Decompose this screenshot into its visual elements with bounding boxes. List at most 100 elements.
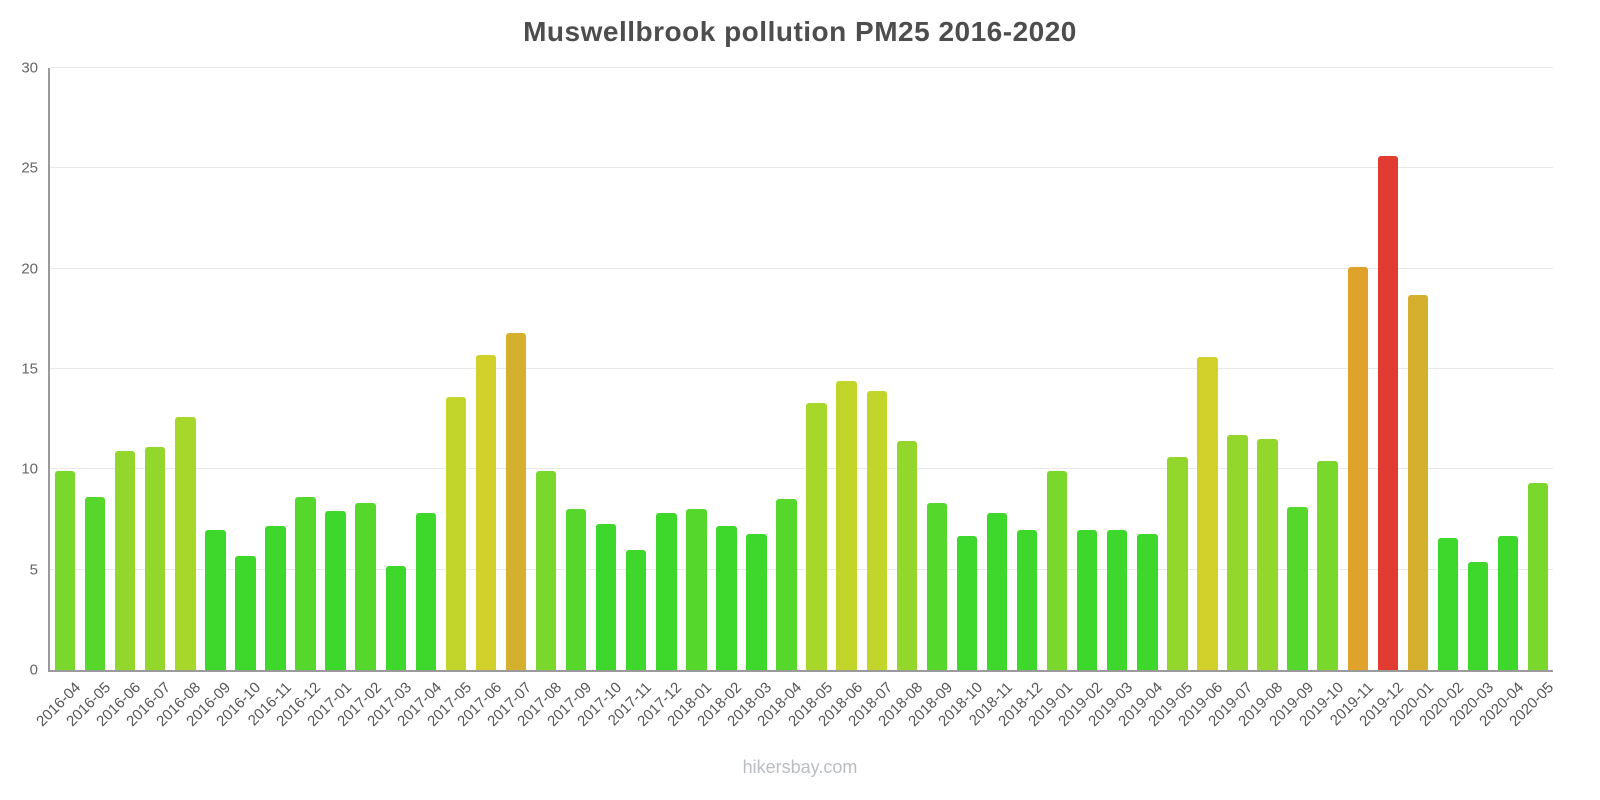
bar-column: 2017-06: [454, 68, 505, 730]
bar-2017-07: [505, 332, 527, 670]
bar-2018-09: [926, 503, 948, 670]
chart-title: Muswellbrook pollution PM25 2016-2020: [523, 16, 1077, 47]
bar-2016-08: [175, 417, 196, 670]
bar-2019-07: [1227, 435, 1248, 670]
bar-2019-02: [1076, 529, 1098, 670]
bar-column: 2020-03: [1446, 68, 1497, 730]
bar-column: 2019-01: [1025, 68, 1076, 730]
bar-2018-03: [746, 533, 767, 670]
bar-column: 2016-04: [33, 68, 84, 730]
bar-chart-plot-area: 0 5 10 15 20 25 30 2016-04 2016-05 2016-06 2016-07…: [21, 60, 1557, 730]
bar-column: 2018-01: [664, 68, 715, 730]
bar-2018-01: [686, 509, 707, 670]
bar-2016-09: [205, 529, 226, 670]
bar-2016-04: [54, 471, 76, 670]
bar-2018-06: [836, 381, 857, 670]
bar-column: 2018-06: [815, 68, 866, 730]
bar-column: 2018-07: [845, 68, 896, 730]
bar-2018-11: [986, 513, 1008, 670]
bar-column: 2018-05: [785, 68, 836, 730]
bar-column: 2020-04: [1476, 68, 1527, 730]
bar-2018-07: [866, 391, 887, 670]
bar-column: 2017-09: [544, 68, 595, 730]
bar-column: 2019-09: [1266, 68, 1317, 730]
bar-2016-07: [145, 447, 166, 670]
bar-column: 2017-02: [334, 68, 385, 730]
bar-column: 2016-06: [93, 68, 144, 730]
bar-column: 2017-08: [514, 68, 565, 730]
bar-column: 2016-11: [244, 68, 294, 729]
bar-column: 2017-07: [484, 68, 535, 730]
gridline-10: [50, 468, 1553, 470]
bar-2018-05: [806, 403, 827, 670]
bar-2017-11: [626, 549, 647, 670]
bar-column: 2016-09: [183, 68, 234, 730]
bar-column: 2018-10: [935, 68, 986, 730]
bar-2019-01: [1046, 471, 1068, 670]
bar-2019-04: [1137, 533, 1158, 670]
bar-column: 2018-12: [995, 68, 1046, 730]
bar-2017-05: [445, 397, 467, 670]
bar-column: 2017-05: [424, 68, 475, 730]
bar-2016-12: [295, 497, 316, 670]
y-axis-label: 15: [21, 360, 38, 378]
bar-2019-09: [1287, 507, 1308, 670]
gridline-25: [50, 167, 1553, 169]
bar-2018-02: [716, 525, 737, 670]
bar-column: 2019-06: [1175, 68, 1226, 730]
bar-column: 2016-07: [123, 68, 174, 730]
bar-2019-06: [1197, 356, 1218, 670]
bar-2020-01: [1407, 294, 1429, 670]
bar-2017-02: [355, 503, 376, 670]
gridline-5: [50, 568, 1553, 570]
bar-column: 2020-02: [1416, 68, 1467, 730]
bar-2018-08: [896, 441, 917, 670]
bar-column: 2019-11: [1327, 68, 1377, 729]
gridline-20: [50, 267, 1553, 269]
bar-column: 2016-10: [213, 68, 264, 730]
bar-column: 2016-05: [63, 68, 114, 730]
bar-column: 2019-12: [1356, 68, 1407, 730]
bar-2017-04: [415, 513, 436, 670]
bar-2019-12: [1377, 156, 1398, 670]
bar-2017-09: [565, 509, 587, 670]
bar-2020-02: [1437, 537, 1459, 670]
bar-column: 2019-08: [1236, 68, 1287, 730]
bar-column: 2019-03: [1085, 68, 1136, 730]
bar-column: 2017-12: [634, 68, 685, 730]
y-axis-label: 0: [29, 661, 38, 679]
bar-column: 2020-01: [1386, 68, 1437, 730]
bar-column: 2016-08: [153, 68, 204, 730]
bar-column: 2018-08: [875, 68, 926, 730]
bar-column: 2019-07: [1206, 68, 1256, 730]
y-axis-label: 25: [21, 159, 38, 177]
y-axis-label: 20: [21, 260, 38, 278]
bar-column: 2018-02: [694, 68, 745, 730]
y-axis-label: 30: [21, 59, 38, 77]
bar-2016-05: [84, 497, 106, 670]
bar-2016-10: [235, 555, 256, 670]
bar-2017-03: [385, 565, 406, 670]
bar-2019-08: [1257, 439, 1278, 670]
bar-2017-10: [595, 523, 617, 670]
y-axis-label: 10: [21, 460, 38, 478]
bar-column: 2016-12: [274, 68, 325, 730]
bar-column: 2017-11: [605, 68, 655, 729]
bar-2019-11: [1347, 266, 1368, 670]
bar-2017-06: [475, 354, 497, 670]
bar-column: 2018-09: [905, 68, 956, 730]
bar-column: 2017-03: [364, 68, 415, 730]
bar-2020-05: [1527, 483, 1549, 670]
bar-column: 2017-01: [304, 68, 355, 730]
bar-2016-11: [265, 525, 286, 670]
bar-column: 2018-03: [725, 68, 775, 730]
gridline-30: [50, 67, 1553, 68]
bar-2018-12: [1016, 529, 1038, 670]
bar-2016-06: [114, 451, 136, 670]
bar-column: 2019-10: [1296, 68, 1347, 730]
bar-2018-10: [956, 535, 978, 670]
bar-column: 2020-05: [1506, 68, 1557, 730]
bar-2019-05: [1167, 457, 1188, 670]
bar-2017-01: [325, 511, 346, 670]
bar-2017-12: [656, 513, 677, 670]
